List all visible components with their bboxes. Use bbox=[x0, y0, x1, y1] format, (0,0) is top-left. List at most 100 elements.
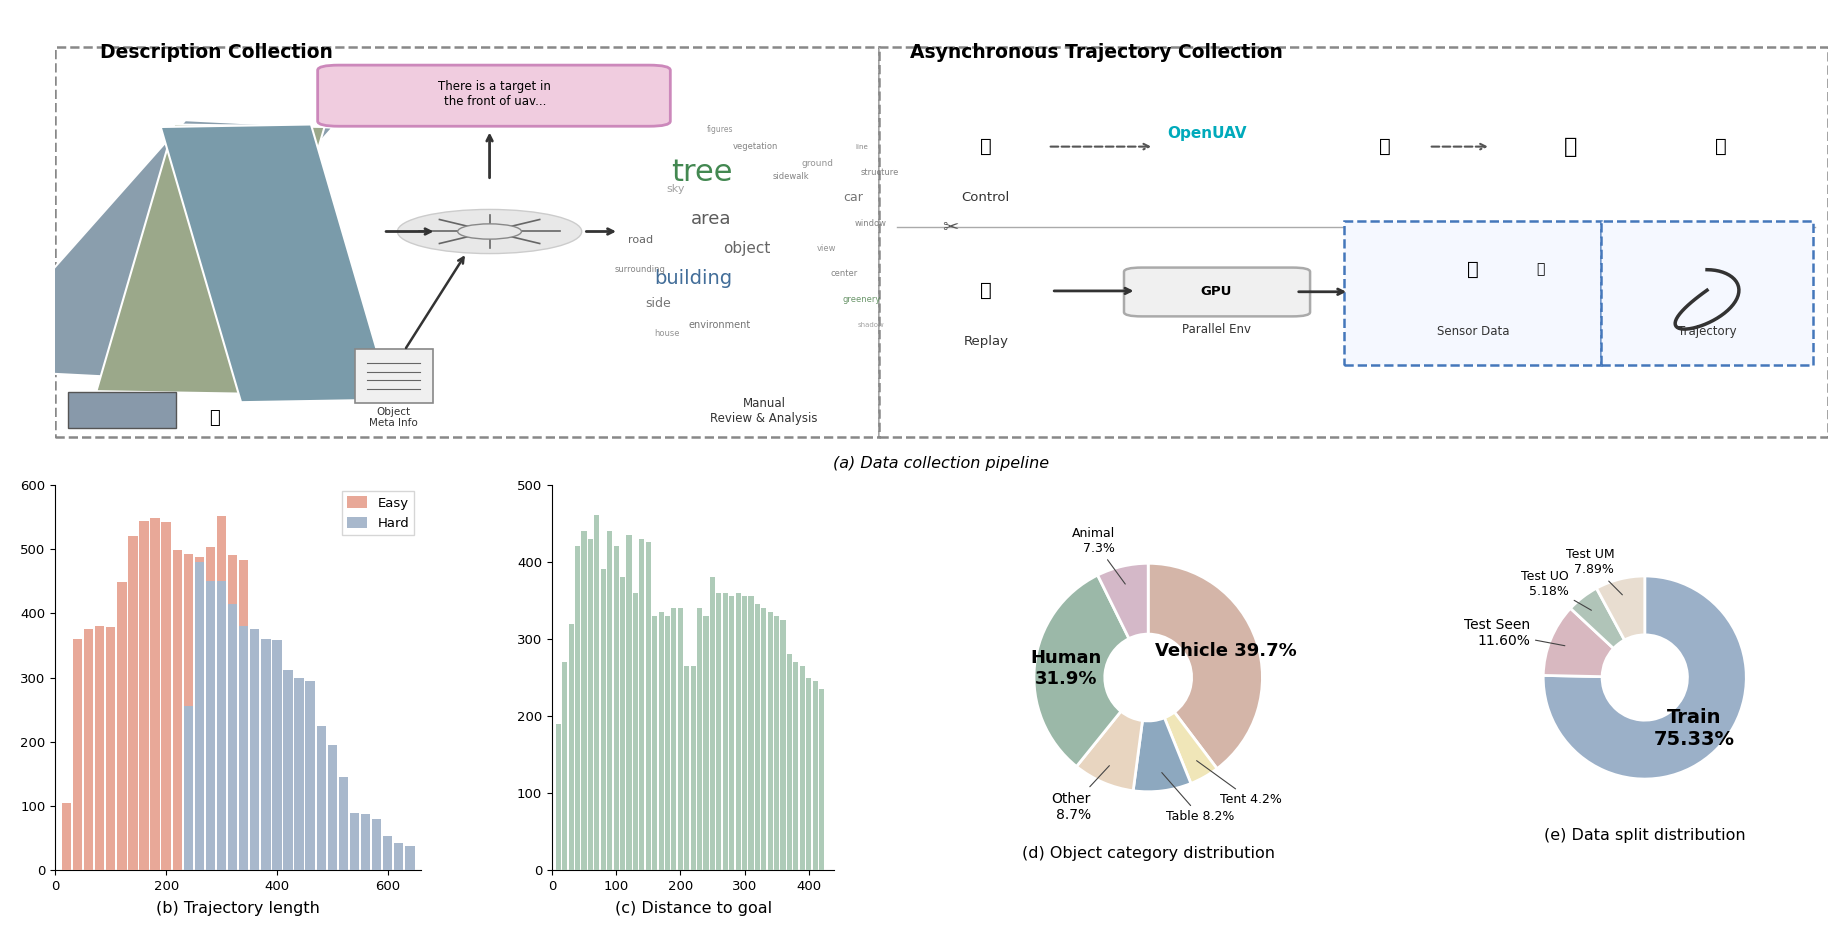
Text: structure: structure bbox=[860, 168, 899, 177]
Bar bbox=[722, 593, 727, 870]
Bar bbox=[773, 616, 779, 870]
Bar bbox=[607, 531, 613, 870]
Bar bbox=[742, 596, 748, 870]
X-axis label: (d) Object category distribution: (d) Object category distribution bbox=[1021, 845, 1276, 861]
Bar bbox=[587, 539, 593, 870]
Bar bbox=[105, 627, 116, 870]
Bar bbox=[659, 612, 665, 870]
Bar bbox=[581, 531, 587, 870]
Bar bbox=[716, 593, 722, 870]
Bar bbox=[768, 612, 773, 870]
Text: house: house bbox=[653, 329, 679, 338]
Wedge shape bbox=[1133, 718, 1191, 792]
Wedge shape bbox=[1148, 563, 1263, 769]
Bar bbox=[781, 619, 786, 870]
Text: object: object bbox=[724, 241, 770, 256]
Bar bbox=[161, 522, 172, 870]
Bar bbox=[194, 562, 205, 870]
Text: Test UO
5.18%: Test UO 5.18% bbox=[1521, 569, 1591, 610]
Text: Vehicle 39.7%: Vehicle 39.7% bbox=[1156, 643, 1298, 660]
Bar bbox=[249, 630, 260, 870]
Text: Replay: Replay bbox=[964, 335, 1008, 348]
Bar bbox=[127, 536, 138, 870]
Text: 🚁: 🚁 bbox=[209, 409, 220, 427]
Text: OpenUAV: OpenUAV bbox=[1167, 126, 1248, 142]
Wedge shape bbox=[1076, 711, 1143, 791]
Wedge shape bbox=[1165, 712, 1217, 783]
FancyBboxPatch shape bbox=[318, 65, 670, 126]
Bar bbox=[685, 666, 689, 870]
Bar bbox=[72, 639, 83, 870]
Text: center: center bbox=[831, 269, 858, 279]
Bar bbox=[371, 819, 382, 870]
Bar bbox=[183, 554, 194, 870]
Bar bbox=[227, 604, 238, 870]
Text: sidewalk: sidewalk bbox=[772, 172, 809, 181]
Text: ✂: ✂ bbox=[941, 218, 958, 237]
Bar bbox=[594, 516, 600, 870]
Bar bbox=[665, 616, 670, 870]
Bar bbox=[729, 596, 735, 870]
Text: ground: ground bbox=[801, 159, 833, 169]
Bar bbox=[194, 557, 205, 870]
Text: Manual
Review & Analysis: Manual Review & Analysis bbox=[711, 397, 818, 425]
Bar bbox=[755, 604, 761, 870]
Bar bbox=[563, 662, 567, 870]
Text: Human
31.9%: Human 31.9% bbox=[1030, 649, 1102, 688]
Bar bbox=[677, 608, 683, 870]
Text: road: road bbox=[628, 235, 653, 245]
Bar bbox=[639, 539, 644, 870]
Bar bbox=[150, 518, 161, 870]
Bar bbox=[698, 608, 701, 870]
Text: sky: sky bbox=[666, 184, 685, 194]
X-axis label: (b) Trajectory length: (b) Trajectory length bbox=[157, 902, 319, 917]
Bar bbox=[652, 616, 657, 870]
Text: GPU: GPU bbox=[1200, 285, 1231, 298]
Bar bbox=[183, 707, 194, 870]
Wedge shape bbox=[1543, 608, 1613, 677]
Wedge shape bbox=[1597, 576, 1645, 640]
Wedge shape bbox=[1571, 588, 1624, 648]
Text: 🔄: 🔄 bbox=[980, 282, 991, 300]
Text: car: car bbox=[844, 191, 862, 204]
Text: environment: environment bbox=[689, 319, 751, 330]
Text: 🚁: 🚁 bbox=[1379, 137, 1390, 156]
Text: shadow: shadow bbox=[857, 322, 884, 328]
Text: Sensor Data: Sensor Data bbox=[1436, 325, 1510, 338]
Text: Train
75.33%: Train 75.33% bbox=[1654, 707, 1735, 749]
Bar bbox=[569, 623, 574, 870]
Wedge shape bbox=[1034, 575, 1130, 767]
Text: area: area bbox=[690, 210, 731, 228]
Bar bbox=[711, 577, 714, 870]
Text: 📷: 📷 bbox=[1468, 260, 1479, 280]
Circle shape bbox=[397, 209, 581, 254]
Text: Other
8.7%: Other 8.7% bbox=[1052, 766, 1109, 821]
Bar bbox=[626, 534, 631, 870]
Bar bbox=[799, 666, 805, 870]
Text: greenery: greenery bbox=[842, 294, 881, 304]
Bar bbox=[646, 543, 652, 870]
Text: There is a target in
the front of uav...: There is a target in the front of uav... bbox=[439, 80, 552, 107]
Bar bbox=[620, 577, 626, 870]
Text: window: window bbox=[855, 219, 886, 228]
Text: Trajectory: Trajectory bbox=[1678, 325, 1737, 338]
FancyBboxPatch shape bbox=[68, 392, 175, 428]
FancyBboxPatch shape bbox=[354, 349, 432, 403]
FancyBboxPatch shape bbox=[1124, 268, 1311, 317]
Bar bbox=[600, 569, 605, 870]
Bar bbox=[576, 546, 580, 870]
Text: 📡: 📡 bbox=[1536, 263, 1545, 277]
Bar bbox=[294, 678, 305, 870]
Wedge shape bbox=[1098, 563, 1148, 639]
Bar bbox=[349, 812, 360, 870]
Text: vegetation: vegetation bbox=[733, 142, 777, 151]
Bar bbox=[238, 560, 249, 870]
Text: Asynchronous Trajectory Collection: Asynchronous Trajectory Collection bbox=[910, 43, 1283, 62]
Text: Description Collection: Description Collection bbox=[100, 43, 332, 62]
Bar bbox=[260, 639, 271, 870]
Bar bbox=[116, 582, 127, 870]
Bar bbox=[227, 556, 238, 870]
Bar bbox=[672, 608, 676, 870]
FancyBboxPatch shape bbox=[1344, 221, 1600, 365]
Bar bbox=[393, 844, 404, 870]
